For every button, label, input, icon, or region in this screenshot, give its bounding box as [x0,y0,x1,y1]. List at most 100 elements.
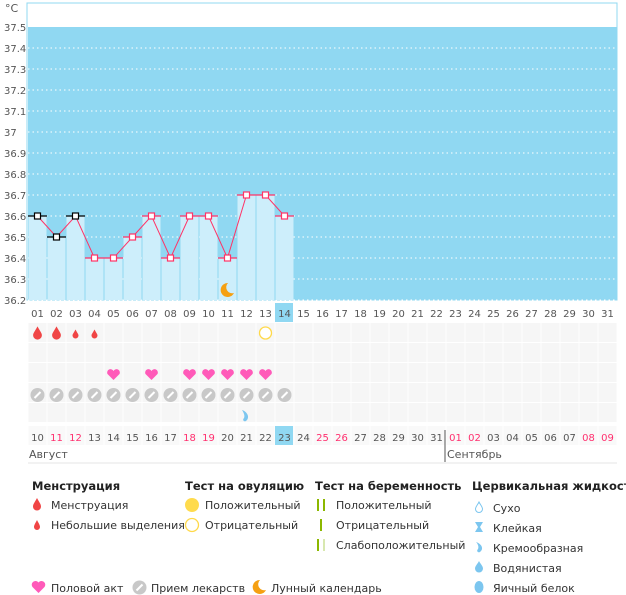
date-cell [28,426,47,445]
cycle-day-label: 25 [487,309,500,320]
y-tick-label: 37.3 [4,65,26,76]
temperature-point [166,254,175,262]
grid-cell [389,363,408,382]
date-label: 13 [88,433,101,444]
temperature-bar [104,258,123,300]
legend-item: Водянистая [493,562,562,575]
grid-cell [313,363,332,382]
grid-cell [161,323,180,342]
temperature-line [37,194,285,260]
temperature-bar [199,216,218,300]
cycle-day-label: 02 [50,309,63,320]
grid-cell [370,343,389,362]
grid-cell [560,403,579,422]
temperature-point [109,254,118,262]
drop-large-icon [33,498,41,511]
grid-cell [123,343,142,362]
heart-icon [107,369,120,380]
grid-cell [408,363,427,382]
date-label: 22 [259,433,272,444]
grid-cell [408,403,427,422]
date-label: 01 [449,433,462,444]
grid-cell [541,403,560,422]
grid-cell [142,323,161,342]
cycle-day-label: 29 [563,309,576,320]
month-label: Август [29,448,68,461]
grid-cell [199,323,218,342]
ovulation-negative-icon [184,517,200,533]
temperature-point [71,212,80,220]
pill-stripe [166,391,175,399]
date-cell [560,426,579,445]
grid-cell [484,383,503,402]
grid-cell [351,403,370,422]
grid-cell [370,383,389,402]
grid-cell [351,363,370,382]
today-highlight [275,303,293,322]
temperature-bar [123,237,142,300]
date-label: 21 [240,433,253,444]
legend-item: Клейкая [493,522,542,535]
date-label: 05 [525,433,538,444]
today-date-highlight [275,426,293,445]
date-label: 29 [392,433,405,444]
grid-cell [161,343,180,362]
date-cell [294,426,313,445]
pregnancy-negative-icon [320,519,322,531]
cycle-day-label: 24 [468,309,481,320]
grid-cell [541,323,560,342]
cycle-day-label: 14 [278,309,291,320]
dry-icon [474,501,484,513]
date-cell [66,426,85,445]
grid-cell [180,323,199,342]
legend-item: Прием лекарств [151,582,246,595]
cycle-day-label: 30 [582,309,595,320]
temperature-bar [142,216,161,300]
grid-cell [237,323,256,342]
grid-cell [313,323,332,342]
heart-icon [221,369,234,380]
date-cell [313,426,332,445]
grid-cell [503,403,522,422]
date-cell [522,426,541,445]
grid-cell [370,323,389,342]
watery-icon [475,561,483,573]
grid-cell [560,343,579,362]
ovulation-positive-icon [185,498,199,512]
grid-cell [427,363,446,382]
legend-item: Менструация [51,499,129,512]
grid-cell [332,363,351,382]
grid-cell [427,343,446,362]
grid-cell [408,343,427,362]
grid-cell [579,363,598,382]
grid-cell [47,403,66,422]
date-label: 09 [601,433,614,444]
legend-item: Лунный календарь [271,582,382,595]
date-label: 16 [145,433,158,444]
ovulation-negative-icon [258,326,273,340]
y-tick-label: 36.6 [4,212,26,223]
grid-cell [275,403,294,422]
grid-cell [237,343,256,362]
creamy-fluid-icon [242,410,249,422]
grid-cell [579,323,598,342]
cycle-day-label: 19 [373,309,386,320]
grid-cell [484,343,503,362]
grid-cell [427,323,446,342]
temperature-bar [275,216,294,300]
cycle-day-label: 17 [335,309,348,320]
grid-cell [256,343,275,362]
date-label: 31 [430,433,443,444]
grid-cell [66,403,85,422]
grid-cell [332,383,351,402]
legend-item: Кремообразная [493,542,584,555]
date-label: 18 [183,433,196,444]
grid-cell [332,403,351,422]
cycle-day-label: 28 [544,309,557,320]
grid-cell [446,383,465,402]
grid-cell [389,403,408,422]
date-label: 17 [164,433,177,444]
grid-cell [503,343,522,362]
pill-stripe [223,391,232,399]
egg-white-icon [474,581,484,593]
